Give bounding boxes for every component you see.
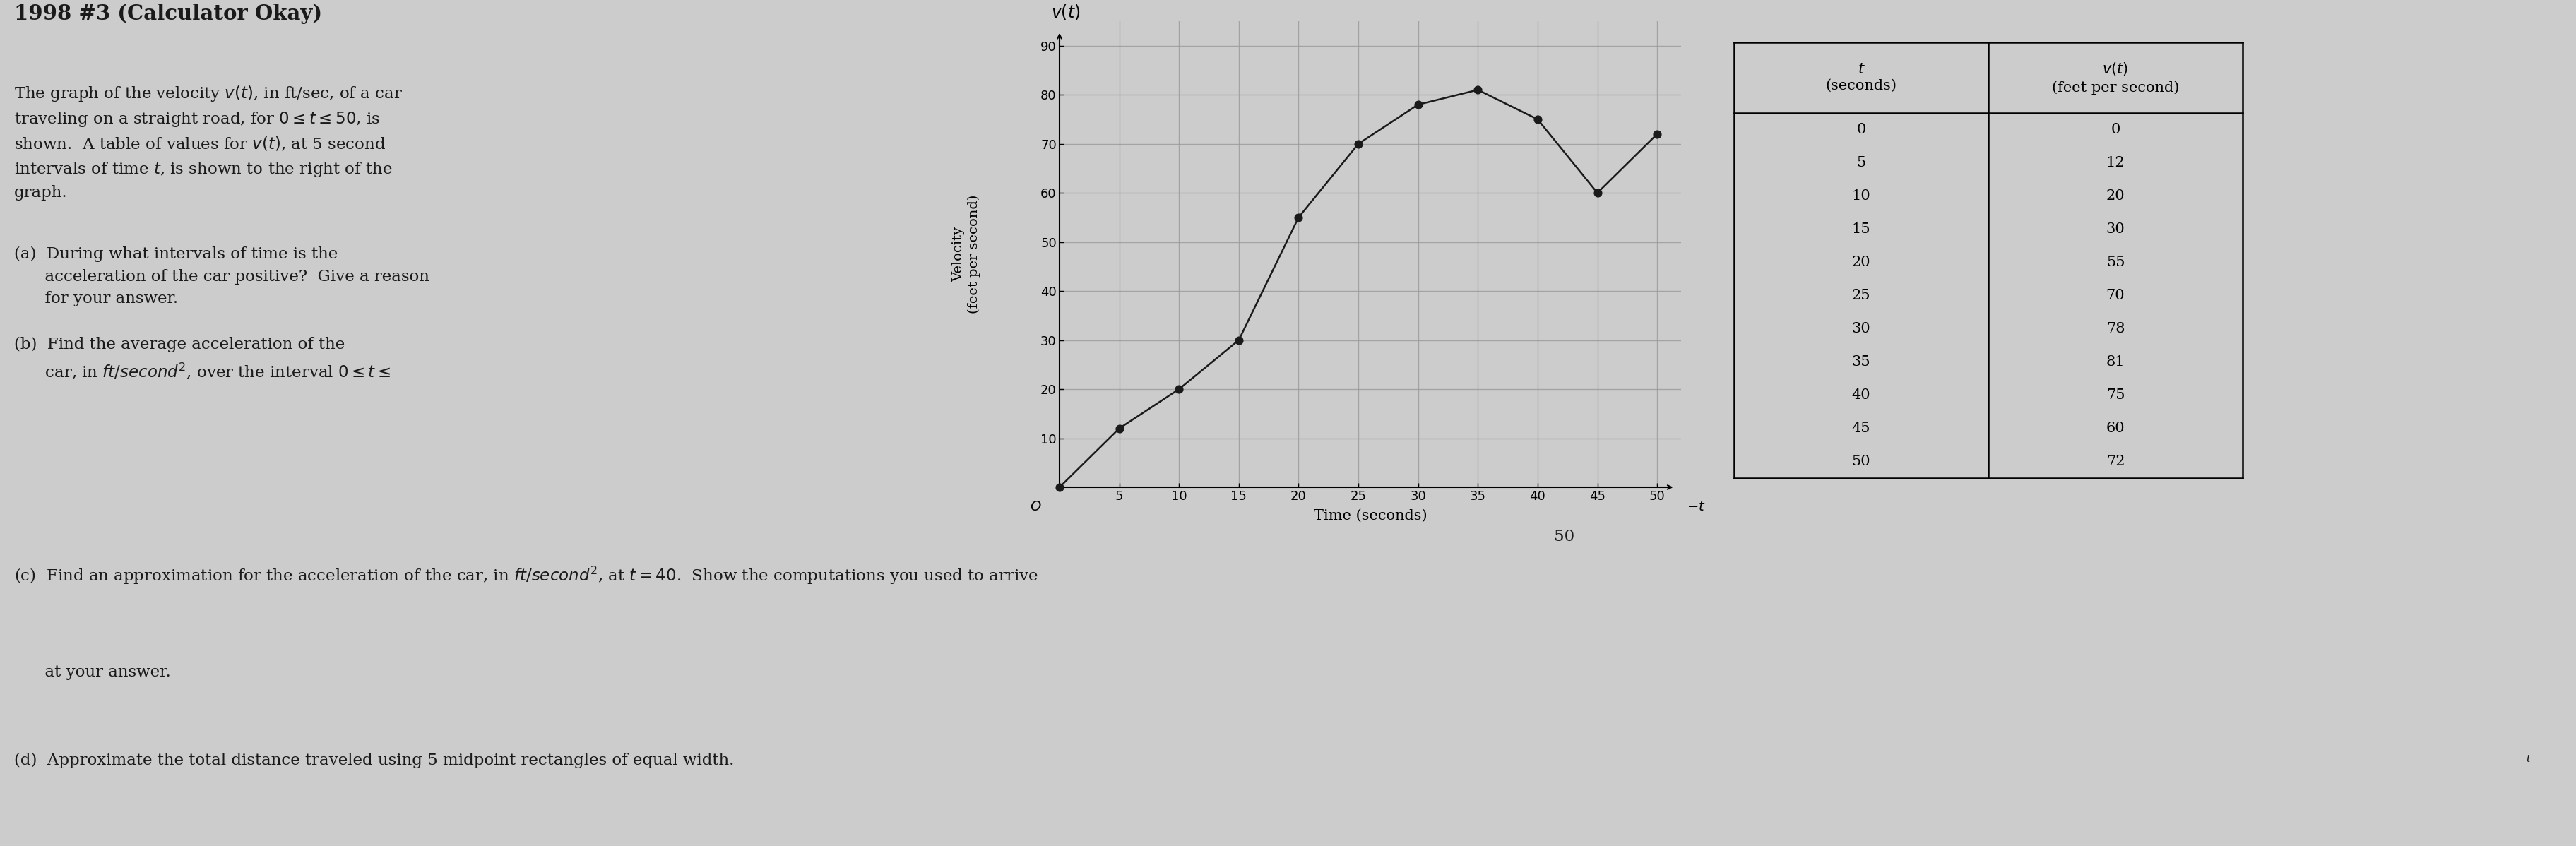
Text: at your answer.: at your answer. [13,664,170,680]
X-axis label: Time (seconds): Time (seconds) [1314,508,1427,522]
Point [1159,382,1200,396]
Text: 10: 10 [1852,190,1870,203]
Text: 5: 5 [1857,157,1865,170]
Point [1038,481,1079,494]
Text: 72: 72 [2107,455,2125,468]
Text: $v(t)$
(feet per second): $v(t)$ (feet per second) [2050,61,2179,94]
Text: 50: 50 [1852,455,1870,468]
Text: The graph of the velocity $v(t)$, in ft/sec, of a car
traveling on a straight ro: The graph of the velocity $v(t)$, in ft/… [13,84,402,201]
Text: $O$: $O$ [1030,501,1041,514]
Text: 45: 45 [1852,421,1870,435]
Text: 81: 81 [2107,355,2125,369]
Text: (a)  During what intervals of time is the
      acceleration of the car positive: (a) During what intervals of time is the… [13,247,430,306]
Text: (b)  Find the average acceleration of the
      car, in $ft/second^2$, over the : (b) Find the average acceleration of the… [13,337,392,381]
Text: $\iota$: $\iota$ [2524,753,2530,765]
Text: (c)  Find an approximation for the acceleration of the car, in $ft/second^2$, at: (c) Find an approximation for the accele… [13,565,1038,586]
Text: 55: 55 [2107,255,2125,269]
Point [1399,98,1440,112]
Text: 12: 12 [2107,157,2125,170]
Point [1218,333,1260,347]
Text: 0: 0 [2110,123,2120,136]
Point [1517,113,1558,126]
Point [1636,127,1677,140]
Text: Velocity
(feet per second): Velocity (feet per second) [953,195,979,314]
Point [1577,186,1618,200]
Text: 30: 30 [2107,222,2125,236]
Text: 50: 50 [1553,529,1574,545]
Point [1337,137,1378,151]
Text: 30: 30 [1852,322,1870,336]
Text: $v(t)$: $v(t)$ [1051,3,1079,21]
Text: 25: 25 [1852,289,1870,302]
Text: 20: 20 [2107,190,2125,203]
Text: 70: 70 [2107,289,2125,302]
Text: 0: 0 [1857,123,1865,136]
Text: $t$
(seconds): $t$ (seconds) [1826,63,1896,92]
Text: (d)  Approximate the total distance traveled using 5 midpoint rectangles of equa: (d) Approximate the total distance trave… [13,753,734,769]
Text: 40: 40 [1852,388,1870,402]
Text: 75: 75 [2107,388,2125,402]
Point [1458,83,1499,96]
Text: 78: 78 [2107,322,2125,336]
Text: 20: 20 [1852,255,1870,269]
Point [1097,421,1139,435]
Text: 60: 60 [2107,421,2125,435]
Point [1278,211,1319,224]
Text: 15: 15 [1852,222,1870,236]
Text: 1998 #3 (Calculator Okay): 1998 #3 (Calculator Okay) [13,3,322,24]
Text: $-t$: $-t$ [1687,501,1705,514]
Text: 35: 35 [1852,355,1870,369]
